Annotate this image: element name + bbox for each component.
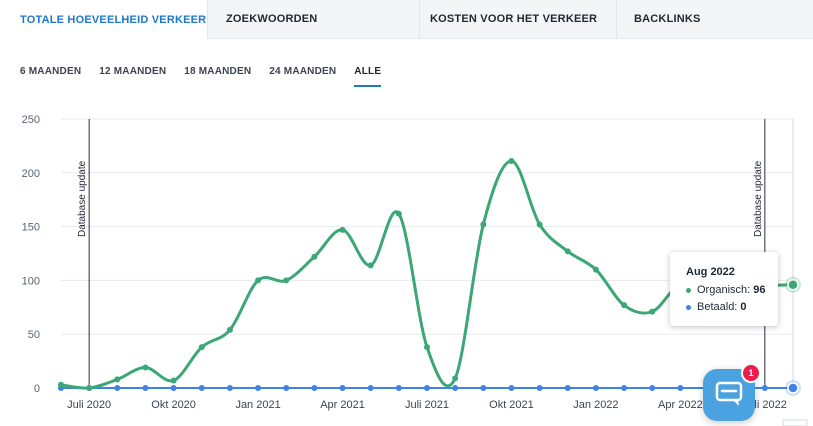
y-tick-label: 0 xyxy=(34,383,40,395)
organic-point xyxy=(198,344,205,351)
organic-point xyxy=(395,210,402,217)
organic-dot-icon xyxy=(686,287,691,293)
range-selector: 6 MAANDEN 12 MAANDEN 18 MAANDEN 24 MAAND… xyxy=(20,66,399,87)
corner-box xyxy=(782,419,808,426)
x-tick-label: Okt 2021 xyxy=(489,399,534,411)
tab-keywords[interactable]: ZOEKWOORDEN xyxy=(208,0,420,38)
organic-point xyxy=(58,381,64,388)
tab-backlinks[interactable]: BACKLINKS xyxy=(634,13,701,25)
traffic-tabs: TOTALE HOEVEELHEID VERKEER ZOEKWOORDEN K… xyxy=(0,0,813,39)
tooltip-organic-row: Organisch: 96 xyxy=(686,284,778,296)
y-tick-label: 250 xyxy=(22,114,40,126)
organic-point xyxy=(621,302,628,309)
organic-point xyxy=(114,376,121,383)
organic-point-active xyxy=(787,278,799,291)
annotation-label: Database update xyxy=(77,160,88,237)
paid-point xyxy=(761,385,768,391)
paid-point xyxy=(283,385,290,391)
organic-point xyxy=(170,377,177,384)
tab-total-traffic[interactable]: TOTALE HOEVEELHEID VERKEER xyxy=(0,0,208,39)
tooltip-organic-label: Organisch: xyxy=(697,284,751,296)
organic-point xyxy=(424,344,430,351)
organic-point xyxy=(649,308,656,315)
range-6-months[interactable]: 6 MAANDEN xyxy=(20,66,82,77)
chat-bubble-icon xyxy=(715,381,743,406)
organic-point xyxy=(564,248,571,255)
paid-point xyxy=(311,385,318,391)
chat-badge: 1 xyxy=(741,363,761,383)
range-18-months[interactable]: 18 MAANDEN xyxy=(184,66,252,77)
x-tick-label: Juli 2020 xyxy=(67,399,111,411)
organic-point xyxy=(283,277,290,284)
organic-point xyxy=(452,375,459,382)
tooltip-title: Aug 2022 xyxy=(686,266,735,278)
y-tick-label: 50 xyxy=(28,329,40,341)
tooltip-paid-row: Betaald: 0 xyxy=(686,301,778,313)
tab-traffic-cost[interactable]: KOSTEN VOOR HET VERKEER xyxy=(420,0,617,38)
paid-point xyxy=(677,385,684,391)
paid-point xyxy=(536,385,543,391)
tooltip-paid-value: 0 xyxy=(740,301,747,313)
paid-point xyxy=(592,385,599,391)
x-tick-label: Apr 2021 xyxy=(320,399,365,411)
paid-point xyxy=(255,385,262,391)
paid-point xyxy=(395,385,402,391)
organic-point xyxy=(226,326,233,333)
x-tick-label: Apr 2022 xyxy=(658,399,703,411)
x-tick-label: Okt 2020 xyxy=(151,399,196,411)
y-tick-label: 150 xyxy=(22,222,40,234)
paid-point xyxy=(142,385,149,391)
organic-point xyxy=(536,221,543,228)
paid-point xyxy=(367,385,374,391)
paid-point xyxy=(508,385,515,391)
range-all[interactable]: ALLE xyxy=(354,66,382,87)
organic-point xyxy=(480,221,487,228)
y-tick-label: 100 xyxy=(22,275,40,287)
tooltip-organic-value: 96 xyxy=(753,284,766,296)
organic-point xyxy=(142,364,149,371)
chart-tooltip: Aug 2022 Organisch: 96 Betaald: 0 xyxy=(670,252,778,326)
paid-point xyxy=(480,385,487,391)
annotation-label: Database update xyxy=(753,160,764,237)
organic-point xyxy=(508,157,515,164)
y-tick-label: 200 xyxy=(22,168,40,180)
chat-button[interactable]: 1 xyxy=(703,363,761,421)
organic-point xyxy=(311,253,318,260)
x-tick-label: Juli 2021 xyxy=(405,399,449,411)
tooltip-paid-label: Betaald: xyxy=(697,301,738,313)
paid-dot-icon xyxy=(686,304,691,310)
paid-point xyxy=(649,385,656,391)
organic-point xyxy=(86,385,93,391)
paid-point xyxy=(621,385,628,391)
paid-point xyxy=(198,385,205,391)
paid-point xyxy=(452,385,459,391)
organic-point xyxy=(592,266,599,273)
paid-point xyxy=(564,385,571,391)
range-12-months[interactable]: 12 MAANDEN xyxy=(99,66,167,77)
paid-point xyxy=(424,385,430,391)
organic-point xyxy=(339,226,346,233)
organic-point xyxy=(367,262,374,269)
paid-point xyxy=(339,385,346,391)
paid-point xyxy=(114,385,121,391)
paid-point xyxy=(226,385,233,391)
organic-point xyxy=(255,277,262,284)
paid-point-active xyxy=(787,382,799,394)
x-tick-label: Jan 2021 xyxy=(235,399,280,411)
paid-point xyxy=(170,385,177,391)
range-24-months[interactable]: 24 MAANDEN xyxy=(269,66,337,77)
x-tick-label: Jan 2022 xyxy=(573,399,618,411)
